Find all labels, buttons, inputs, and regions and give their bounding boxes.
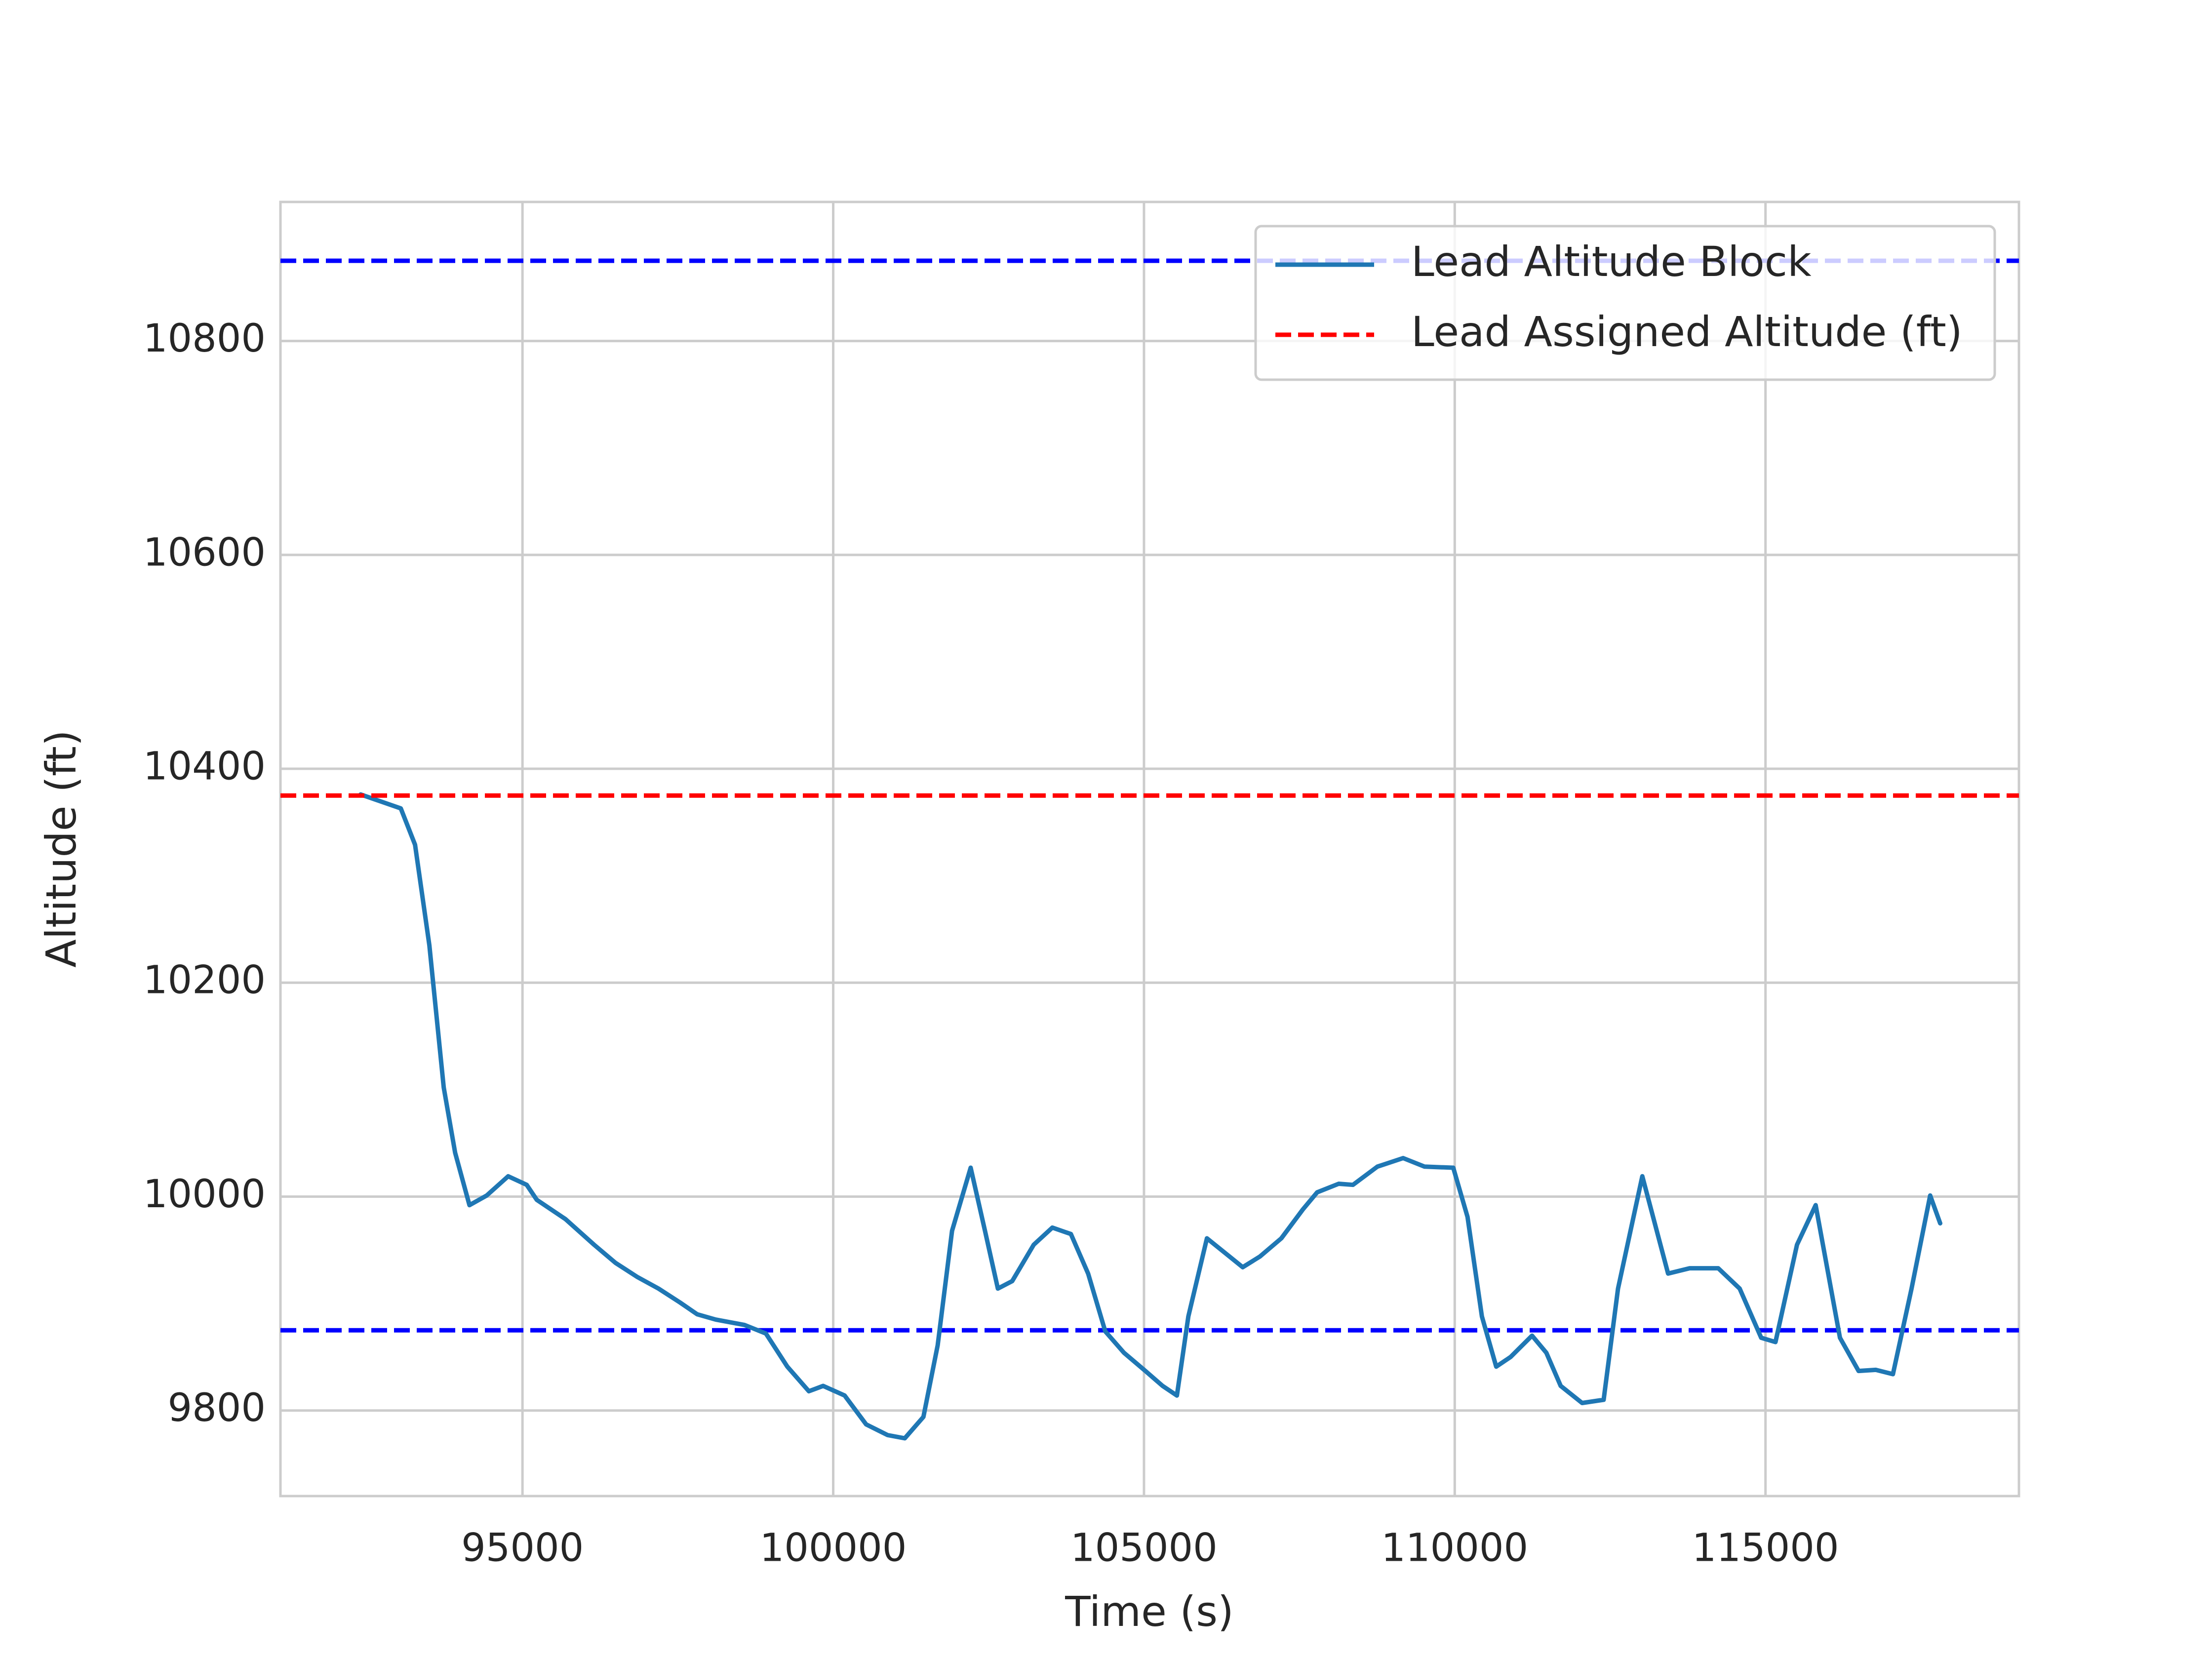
y-tick-label: 9800 xyxy=(167,1386,266,1430)
data-line xyxy=(358,792,1942,1441)
x-tick-label: 105000 xyxy=(1070,1526,1218,1570)
y-tick-label: 10600 xyxy=(143,530,266,575)
x-tick-label: 110000 xyxy=(1381,1526,1528,1570)
legend-label: Lead Assigned Altitude (ft) xyxy=(1411,308,1963,356)
y-tick-label: 10200 xyxy=(143,958,266,1003)
x-tick-label: 115000 xyxy=(1692,1526,1839,1570)
y-axis-label: Altitude (ft) xyxy=(37,730,85,968)
legend: Lead Altitude Block Lead Assigned Altitud… xyxy=(1254,225,1996,381)
y-tick-label: 10000 xyxy=(143,1172,266,1217)
x-tick-label: 95000 xyxy=(461,1526,584,1570)
x-tick-label: 100000 xyxy=(760,1526,907,1570)
plot-frame xyxy=(279,200,2020,1498)
y-tick-label: 10800 xyxy=(143,316,266,361)
legend-box xyxy=(1254,225,1996,381)
legend-label: Lead Altitude Block xyxy=(1411,237,1812,286)
x-axis-label: Time (s) xyxy=(1065,1587,1234,1636)
y-tick-label: 10400 xyxy=(143,745,266,789)
